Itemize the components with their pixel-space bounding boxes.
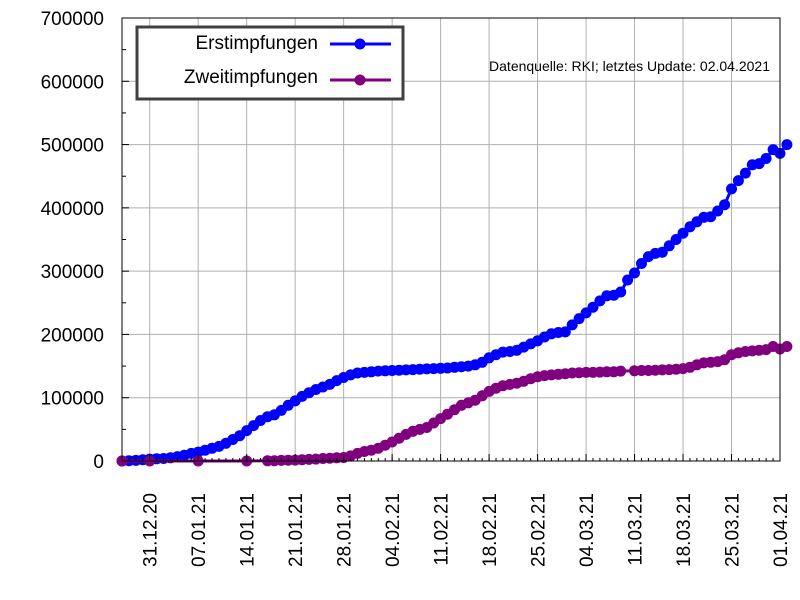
x-tick-label: 25.03.21 — [723, 493, 744, 567]
y-tick-label: 600000 — [41, 72, 104, 93]
y-tick-label: 700000 — [41, 9, 104, 30]
data-point — [622, 274, 634, 286]
y-tick-label: 400000 — [41, 199, 104, 220]
x-tick-label: 11.02.21 — [432, 493, 453, 566]
y-tick-label: 200000 — [41, 325, 104, 346]
legend: Erstimpfungen Zweitimpfungen — [135, 25, 405, 101]
data-point — [656, 246, 668, 258]
x-tick-label: 18.03.21 — [674, 493, 695, 567]
x-tick-label: 04.02.21 — [383, 493, 404, 567]
x-tick-label: 11.03.21 — [626, 493, 647, 566]
data-point — [615, 365, 627, 377]
data-point — [781, 139, 793, 151]
data-point — [629, 267, 640, 279]
y-tick-label: 300000 — [41, 262, 104, 283]
x-tick-label: 18.02.21 — [480, 493, 501, 567]
series-erstimpfungen — [116, 139, 793, 467]
data-point — [677, 227, 689, 239]
x-tick-label: 21.01.21 — [286, 493, 307, 567]
data-point — [719, 199, 731, 211]
data-source-note: Datenquelle: RKI; letztes Update: 02.04.… — [489, 58, 770, 74]
data-point — [636, 258, 647, 269]
y-tick-label: 500000 — [41, 136, 104, 157]
legend-marker-zweitimpfungen — [354, 74, 366, 86]
legend-marker-erstimpfungen — [354, 38, 366, 50]
data-point — [726, 183, 737, 195]
axes: 0 100000 200000 300000 400000 500000 600000 700… — [41, 9, 792, 567]
y-tick-label: 0 — [93, 452, 104, 473]
data-point — [615, 286, 627, 298]
legend-label-erstimpfungen: Erstimpfungen — [195, 33, 318, 54]
series-zweitimpfungen — [116, 341, 793, 467]
x-tick-label: 25.02.21 — [529, 493, 550, 567]
x-tick-label: 07.01.21 — [189, 493, 210, 567]
data-point — [739, 167, 751, 179]
x-tick-label: 04.03.21 — [577, 493, 598, 567]
legend-label-zweitimpfungen: Zweitimpfungen — [184, 67, 318, 88]
data-point — [781, 341, 793, 352]
x-tick-label: 31.12.20 — [141, 493, 162, 567]
data-point — [760, 153, 772, 164]
data-point — [559, 326, 571, 338]
x-tick-label: 28.01.21 — [335, 493, 356, 567]
data-point — [732, 175, 744, 187]
x-tick-label: 01.04.21 — [771, 493, 792, 567]
series-layer — [116, 139, 793, 467]
y-tick-label: 100000 — [41, 389, 104, 410]
x-tick-label: 14.01.21 — [238, 493, 259, 567]
